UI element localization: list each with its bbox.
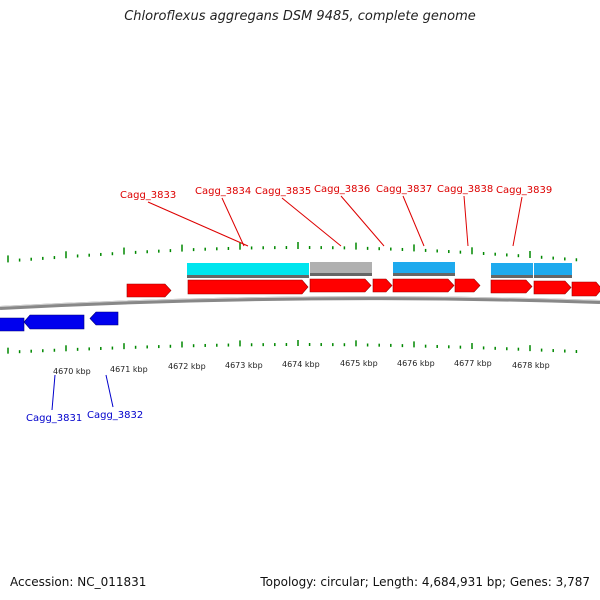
leader-line [281, 197, 342, 247]
feature-block [534, 263, 572, 275]
feature-block [491, 263, 533, 275]
scale-label: 4671 kbp [110, 365, 148, 374]
gene-arrow-forward [490, 279, 533, 294]
gene-arrow-forward [126, 283, 172, 298]
accession-text: Accession: NC_011831 [10, 575, 147, 589]
feature-block-shadow [534, 275, 572, 278]
gene-label[interactable]: Cagg_3832 [87, 410, 143, 421]
gene-label[interactable]: Cagg_3835 [255, 186, 311, 197]
gene-arrow-forward [187, 279, 309, 295]
feature-block [310, 262, 372, 273]
gene-label[interactable]: Cagg_3831 [26, 413, 82, 424]
genome-backbone [0, 296, 600, 310]
gene-track [0, 278, 600, 332]
gene-arrow-forward [392, 278, 455, 293]
scale-label: 4675 kbp [340, 359, 378, 368]
feature-track [187, 262, 572, 278]
leader-line [51, 374, 56, 411]
scale-label: 4677 kbp [454, 359, 492, 368]
feature-block-shadow [187, 275, 309, 278]
tick-row-bottom [7, 340, 578, 354]
scale-label: 4676 kbp [397, 359, 435, 368]
tick-row-top [7, 242, 578, 263]
gene-arrow-forward [309, 278, 372, 293]
gene-label[interactable]: Cagg_3833 [120, 190, 176, 201]
leader-line [340, 195, 385, 247]
gene-arrow-reverse [23, 314, 85, 330]
gene-label[interactable]: Cagg_3838 [437, 184, 493, 195]
scale-label: 4678 kbp [512, 361, 550, 370]
leader-line [402, 195, 425, 247]
map-title: Chloroflexus aggregans DSM 9485, complet… [124, 9, 476, 24]
gene-arrow-forward [571, 281, 600, 297]
gene-labels: Cagg_3833 Cagg_3834 Cagg_3835 Cagg_3836 Cagg… [26, 184, 552, 424]
gene-arrow-forward [533, 280, 572, 295]
gene-label[interactable]: Cagg_3839 [496, 185, 552, 196]
gene-label[interactable]: Cagg_3836 [314, 184, 370, 195]
gene-label[interactable]: Cagg_3837 [376, 184, 432, 195]
scale-label: 4674 kbp [282, 360, 320, 369]
genome-summary: Topology: circular; Length: 4,684,931 bp… [260, 575, 590, 589]
leader-line [512, 196, 523, 247]
gene-arrow-reverse [89, 311, 119, 326]
feature-block-shadow [310, 273, 372, 276]
leader-line [147, 201, 249, 247]
leader-line [463, 195, 469, 247]
scale-label: 4672 kbp [168, 362, 206, 371]
feature-block [393, 262, 455, 273]
gene-arrow-reverse [0, 317, 25, 332]
feature-block-shadow [491, 275, 533, 278]
gene-arrow-forward [454, 278, 481, 293]
feature-block-shadow [393, 273, 455, 276]
feature-block [187, 263, 309, 275]
gene-label[interactable]: Cagg_3834 [195, 186, 251, 197]
leader-line [105, 374, 114, 408]
leader-line [221, 197, 245, 247]
scale-label: 4673 kbp [225, 361, 263, 370]
scale-label: 4670 kbp [53, 367, 91, 376]
gene-arrow-forward [372, 278, 393, 293]
scale-labels: 4670 kbp 4671 kbp 4672 kbp 4673 kbp 4674 kbp… [53, 359, 550, 376]
